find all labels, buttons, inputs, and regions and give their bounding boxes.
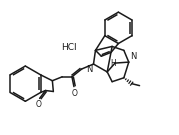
Text: N: N <box>86 65 92 74</box>
Text: HCl: HCl <box>61 43 76 52</box>
Text: O: O <box>72 89 78 98</box>
Text: O: O <box>36 100 42 109</box>
Text: H: H <box>110 59 116 68</box>
Text: N: N <box>130 52 136 61</box>
